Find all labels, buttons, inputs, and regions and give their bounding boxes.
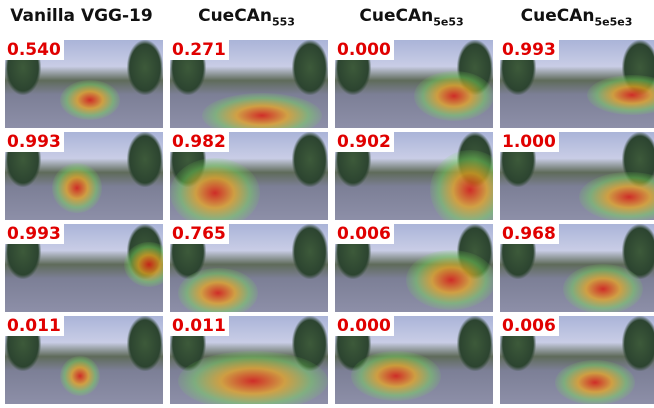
heatmap-image: 0.006 — [500, 316, 654, 404]
score-label: 0.271 — [170, 40, 229, 60]
heatmap-blob — [178, 351, 328, 404]
heatmap-blob — [414, 71, 493, 121]
tree — [622, 316, 654, 371]
heatmap-blob — [579, 172, 654, 220]
score-label: 0.011 — [170, 316, 229, 336]
figure: Vanilla VGG-19 CueCAn553 CueCAn5e53 CueC… — [0, 0, 654, 408]
score-label: 0.993 — [500, 40, 559, 60]
score-label: 1.000 — [500, 132, 559, 152]
heatmap-blob — [52, 163, 102, 213]
tree — [127, 316, 163, 371]
heatmap-blob — [202, 93, 322, 128]
heatmap-blob — [587, 75, 654, 115]
heatmap-image: 0.902 — [335, 132, 493, 220]
heatmap-image: 0.993 — [5, 224, 163, 312]
tree — [292, 224, 328, 279]
heatmap-blob — [563, 264, 643, 312]
score-label: 0.006 — [335, 224, 394, 244]
heatmap-blob — [430, 150, 493, 220]
score-label: 0.000 — [335, 316, 394, 336]
heatmap-blob — [351, 351, 441, 401]
column-header: CueCAn5e53 — [330, 6, 493, 28]
score-label: 0.011 — [5, 316, 64, 336]
tree — [457, 316, 493, 371]
score-label: 0.993 — [5, 224, 64, 244]
heatmap-blob — [170, 158, 260, 220]
heatmap-image: 0.993 — [5, 132, 163, 220]
score-label: 0.902 — [335, 132, 394, 152]
heatmap-blob — [60, 80, 120, 120]
score-label: 0.982 — [170, 132, 229, 152]
score-label: 0.540 — [5, 40, 64, 60]
score-label: 0.000 — [335, 40, 394, 60]
heatmap-blob — [406, 250, 493, 310]
column-header: Vanilla VGG-19 — [0, 6, 163, 26]
heatmap-image: 0.006 — [335, 224, 493, 312]
heatmap-image: 0.271 — [170, 40, 328, 128]
column-header: CueCAn5e5e3 — [495, 6, 654, 28]
score-label: 0.006 — [500, 316, 559, 336]
tree — [292, 40, 328, 95]
heatmap-image: 0.765 — [170, 224, 328, 312]
heatmap-image: 0.011 — [170, 316, 328, 404]
heatmap-image: 1.000 — [500, 132, 654, 220]
heatmap-blob — [60, 356, 100, 396]
column-header: CueCAn553 — [165, 6, 328, 28]
heatmap-blob — [555, 360, 635, 404]
score-label: 0.765 — [170, 224, 229, 244]
heatmap-image: 0.000 — [335, 40, 493, 128]
score-label: 0.968 — [500, 224, 559, 244]
heatmap-image: 0.968 — [500, 224, 654, 312]
heatmap-image: 0.982 — [170, 132, 328, 220]
tree — [127, 132, 163, 187]
heatmap-image: 0.011 — [5, 316, 163, 404]
score-label: 0.993 — [5, 132, 64, 152]
tree — [127, 40, 163, 95]
heatmap-blob — [178, 268, 258, 312]
heatmap-image: 0.993 — [500, 40, 654, 128]
tree — [292, 132, 328, 187]
heatmap-image: 0.000 — [335, 316, 493, 404]
heatmap-image: 0.540 — [5, 40, 163, 128]
